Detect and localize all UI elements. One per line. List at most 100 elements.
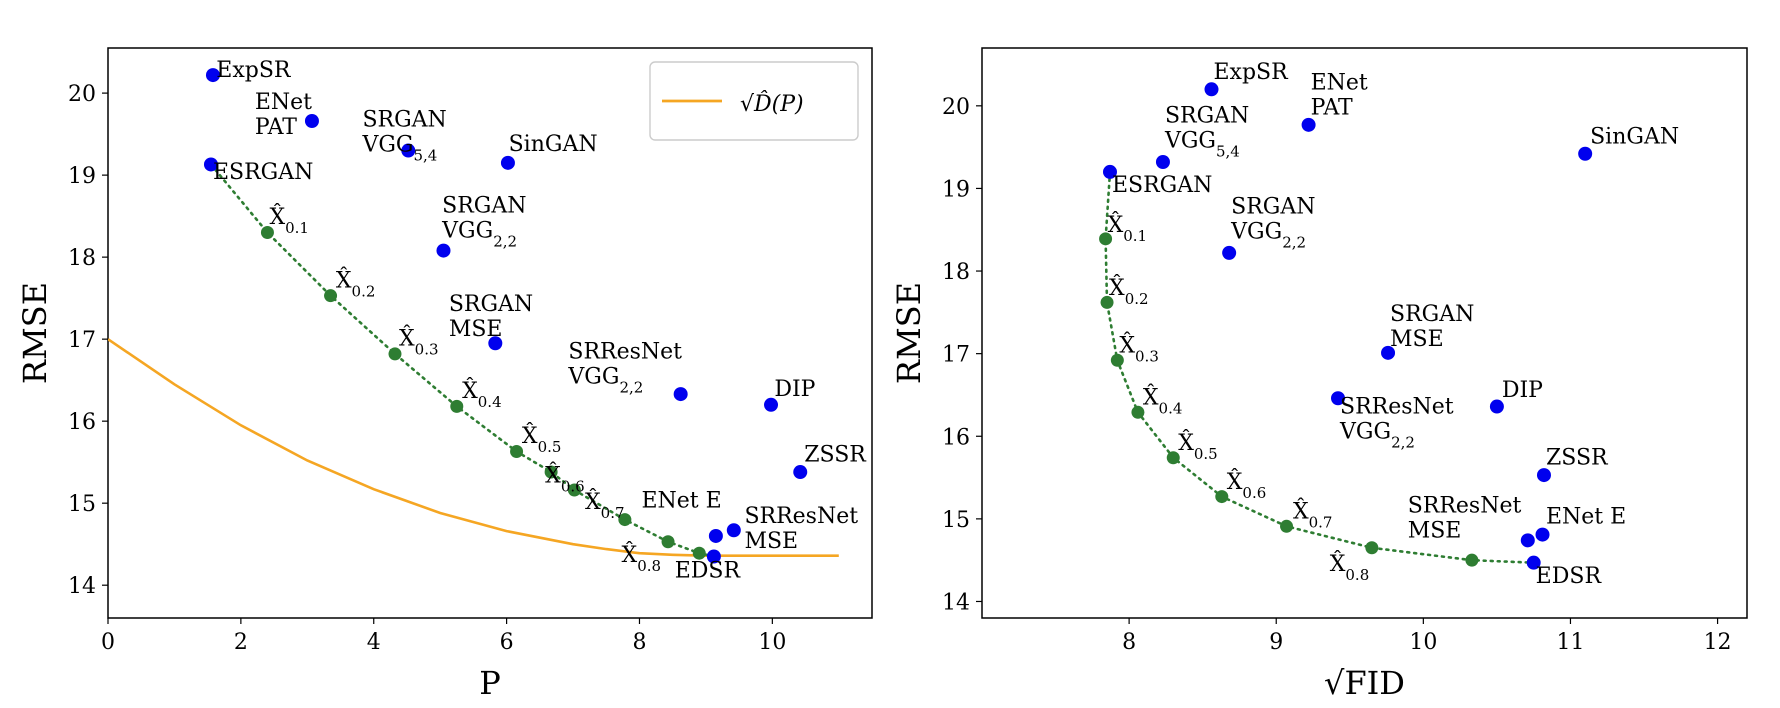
x-tick-label: 12: [1704, 630, 1732, 655]
interpolation-label: X̂0.2: [1109, 275, 1149, 308]
interpolation-label: X̂0.4: [1143, 385, 1183, 418]
method-label: EDSR: [675, 558, 742, 583]
method-point: [793, 465, 808, 480]
method-point: [488, 336, 503, 351]
x-tick-label: 6: [500, 630, 514, 655]
method-label: DIP: [1502, 378, 1543, 403]
method-label: ENet: [255, 90, 312, 115]
method-label: SRResNet: [1408, 494, 1522, 519]
y-tick-label: 15: [68, 492, 96, 517]
interpolation-label: X̂0.3: [1119, 333, 1159, 366]
data-layer: [108, 68, 839, 564]
method-label: SinGAN: [1590, 124, 1679, 149]
method-point: [1155, 155, 1170, 169]
interpolation-label: X̂0.5: [1178, 430, 1218, 463]
method-point: [401, 143, 416, 158]
x-tick-label: 9: [1269, 630, 1283, 655]
y-tick-label: 19: [68, 164, 96, 189]
y-axis-label: RMSE: [890, 282, 928, 384]
interpolation-point: [661, 535, 675, 549]
plot-area-frame: [107, 47, 873, 619]
interpolation-point: [1365, 541, 1379, 555]
interpolation-point: [1100, 295, 1114, 309]
method-label: SRGAN: [449, 292, 533, 317]
method-label: VGG5,4: [361, 132, 437, 164]
distortion-curve: [108, 338, 839, 557]
method-label: SRGAN: [1390, 302, 1474, 327]
interpolation-point: [260, 226, 274, 240]
y-tick-label: 15: [942, 508, 970, 533]
method-point: [726, 523, 741, 538]
method-label: PAT: [1311, 96, 1353, 121]
method-point: [1102, 164, 1117, 179]
y-tick-label: 17: [942, 343, 970, 368]
method-point: [1520, 533, 1535, 548]
interpolation-point: [510, 445, 524, 459]
method-point: [1381, 345, 1396, 360]
interpolation-point: [388, 347, 402, 361]
interpolation-point: [567, 483, 581, 497]
method-point: [436, 243, 451, 258]
method-label: VGG2,2: [1339, 419, 1415, 451]
interpolation-label: X̂0.6: [1227, 469, 1267, 502]
legend-box: [649, 61, 859, 141]
interpolation-point: [450, 399, 464, 413]
method-label: SRGAN: [1231, 195, 1315, 220]
method-label: VGG2,2: [1230, 220, 1306, 252]
y-tick-label: 16: [68, 410, 96, 435]
x-tick-label: 4: [367, 630, 381, 655]
method-label: SRGAN: [442, 193, 526, 218]
x-tick-label: 8: [1122, 630, 1136, 655]
method-label: ESRGAN: [213, 160, 313, 185]
x-tick-label: 0: [101, 630, 115, 655]
y-tick-label: 14: [68, 574, 96, 599]
interpolation-label: X̂0.7: [1293, 499, 1333, 532]
method-label: ZSSR: [1546, 446, 1609, 471]
method-label: SRGAN: [1165, 104, 1249, 129]
method-point: [764, 397, 779, 412]
method-label: SRResNet: [1340, 394, 1454, 419]
method-point: [1535, 527, 1550, 542]
y-tick-label: 20: [68, 82, 96, 107]
interpolation-label: X̂0.6: [545, 463, 585, 496]
method-label: PAT: [255, 115, 297, 140]
x-axis-label: P: [479, 664, 501, 702]
interpolation-label: X̂0.1: [269, 204, 309, 237]
y-tick-label: 16: [942, 425, 970, 450]
data-layer: [1099, 82, 1593, 570]
interpolation-point: [1099, 232, 1113, 246]
interpolation-label: X̂0.7: [585, 489, 625, 522]
y-axis-label: RMSE: [16, 282, 54, 384]
y-tick-label: 19: [942, 177, 970, 202]
method-label: ESRGAN: [1112, 173, 1212, 198]
y-tick-label: 18: [68, 246, 96, 271]
method-point: [1331, 391, 1346, 406]
interpolation-label: X̂0.8: [1330, 551, 1370, 584]
method-label: SRResNet: [568, 339, 682, 364]
y-tick-label: 20: [942, 95, 970, 120]
interpolation-point: [692, 546, 706, 560]
method-point: [500, 155, 515, 170]
method-label: SinGAN: [509, 132, 598, 157]
method-label: ExpSR: [216, 58, 292, 83]
x-tick-label: 2: [234, 630, 248, 655]
y-tick-label: 17: [68, 328, 96, 353]
method-point: [203, 157, 218, 172]
interpolation-point: [1215, 490, 1229, 504]
legend-label: √D̂(P): [740, 91, 804, 117]
method-label: ZSSR: [804, 443, 867, 468]
y-tick-label: 18: [942, 260, 970, 285]
interpolation-point: [1131, 405, 1145, 419]
method-label: MSE: [449, 317, 503, 342]
method-point: [1536, 468, 1551, 483]
interpolation-point: [1110, 353, 1124, 367]
method-label: VGG5,4: [1164, 129, 1240, 161]
method-point: [1578, 146, 1593, 161]
interpolation-point: [544, 465, 558, 479]
method-label: EDSR: [1536, 564, 1603, 589]
method-label: SRResNet: [744, 504, 858, 529]
interpolation-label: X̂0.3: [399, 326, 439, 359]
chart-rmse-vs-perception: 0 2 4 6 8 10 14 15 16 17 18 19 20 P RMSE X̂0.1 X̂0.2 X̂0.…: [16, 47, 873, 702]
y-tick-label: 14: [942, 590, 970, 615]
